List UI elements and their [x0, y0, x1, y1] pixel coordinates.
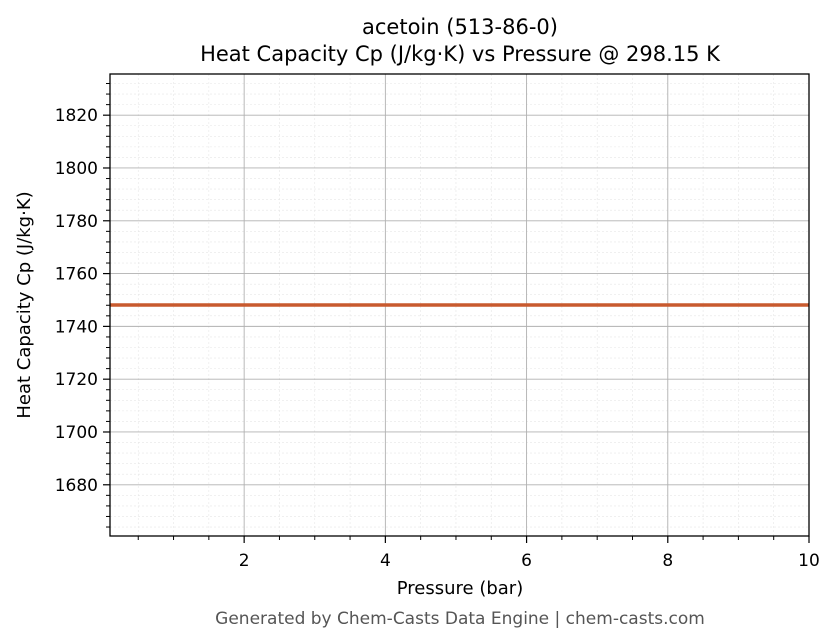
y-tick-label: 1740: [55, 317, 98, 337]
chart-title: acetoin (513-86-0): [362, 15, 558, 39]
x-tick-label: 4: [380, 551, 391, 571]
y-tick-label: 1700: [55, 423, 98, 443]
y-axis-label: Heat Capacity Cp (J/kg·K): [14, 191, 35, 418]
x-tick-label: 6: [521, 551, 532, 571]
x-tick-label: 8: [662, 551, 673, 571]
x-tick-label: 10: [798, 551, 820, 571]
y-tick-label: 1680: [55, 476, 98, 496]
chart-subtitle: Heat Capacity Cp (J/kg·K) vs Pressure @ …: [200, 42, 721, 66]
y-tick-label: 1720: [55, 370, 98, 390]
x-tick-labels: 2 4 6 8 10: [239, 551, 820, 571]
y-tick-label: 1820: [55, 106, 98, 126]
x-axis-label: Pressure (bar): [397, 578, 523, 599]
y-tick-label: 1780: [55, 212, 98, 232]
y-tick-labels: 1680 1700 1720 1740 1760 1780 1800 1820: [55, 106, 98, 496]
footer-credit: Generated by Chem-Casts Data Engine | ch…: [215, 609, 705, 629]
y-tick-label: 1800: [55, 159, 98, 179]
x-tick-label: 2: [239, 551, 250, 571]
axis-ticks: [103, 83, 810, 543]
y-tick-label: 1760: [55, 265, 98, 285]
minor-grid: [110, 74, 809, 536]
